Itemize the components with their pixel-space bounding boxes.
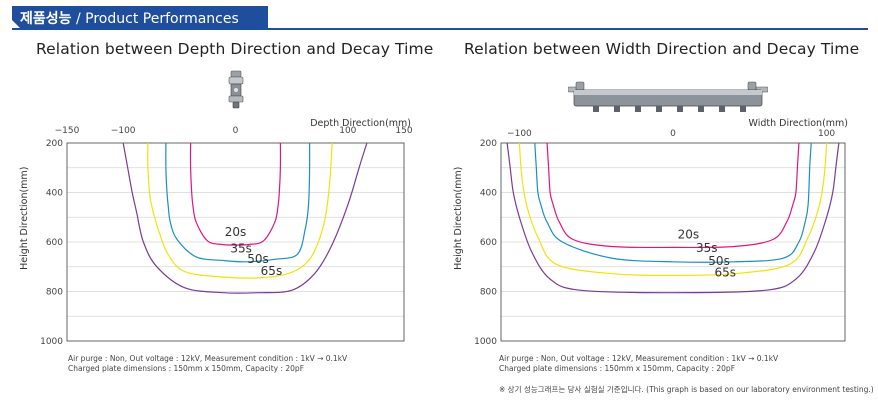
section-divider bbox=[12, 28, 868, 30]
section-title-korean: 제품성능 bbox=[20, 11, 72, 27]
depth-x-tick-label: 0 bbox=[233, 126, 239, 136]
width-y-tick-label: 200 bbox=[480, 139, 497, 149]
width-y-tick-label: 1000 bbox=[474, 337, 497, 347]
width-series-label: 65s bbox=[714, 266, 736, 280]
depth-y-axis-title: Height Direction(mm) bbox=[19, 167, 30, 270]
depth-y-tick-label: 800 bbox=[46, 288, 63, 298]
section-title-english: Product Performances bbox=[85, 11, 239, 27]
depth-x-tick-label: −150 bbox=[55, 126, 80, 136]
section-title-separator: / bbox=[71, 11, 86, 27]
footnote-line-1: Air purge : Non, Out voltage : 12kV, Mea… bbox=[68, 354, 348, 363]
width-chart-footnote: Air purge : Non, Out voltage : 12kV, Mea… bbox=[499, 354, 778, 374]
depth-y-tick-label: 200 bbox=[46, 139, 63, 149]
depth-y-tick-label: 400 bbox=[46, 189, 63, 199]
width-series-35s-line bbox=[534, 142, 812, 263]
width-chart-title: Relation between Width Direction and Dec… bbox=[464, 40, 860, 58]
depth-x-tick-label: −100 bbox=[111, 126, 136, 136]
depth-y-tick-label: 600 bbox=[46, 238, 63, 248]
width-y-tick-label: 800 bbox=[480, 288, 497, 298]
depth-series-20s-line bbox=[189, 142, 282, 246]
depth-series-65s-line bbox=[122, 142, 368, 294]
width-series-label: 35s bbox=[696, 241, 718, 255]
width-x-tick-label: 100 bbox=[818, 129, 835, 139]
width-series-65s-line bbox=[506, 142, 840, 294]
footnote-line-1: Air purge : Non, Out voltage : 12kV, Mea… bbox=[499, 354, 779, 363]
depth-x-tick-label: 150 bbox=[395, 126, 412, 136]
depth-plot-frame bbox=[66, 142, 405, 342]
lab-testing-disclaimer: ※ 상기 성능그래프는 당사 실험실 기준입니다. (This graph is… bbox=[499, 385, 874, 394]
depth-series-label: 65s bbox=[261, 264, 283, 278]
width-series-label: 20s bbox=[678, 227, 700, 241]
width-plot-frame bbox=[500, 142, 846, 342]
bar-ionizer-icon bbox=[568, 81, 768, 112]
width-series-label: 50s bbox=[708, 254, 730, 268]
depth-x-tick-label: 100 bbox=[339, 126, 356, 136]
width-x-tick-label: −100 bbox=[507, 129, 532, 139]
width-x-tick-label: 0 bbox=[670, 129, 676, 139]
nozzle-ionizer-icon bbox=[228, 70, 244, 109]
section-header-bar bbox=[12, 6, 268, 28]
depth-series-50s-line bbox=[147, 142, 333, 279]
footnote-line-2: Charged plate dimensions : 150mm x 150mm… bbox=[499, 364, 736, 373]
depth-x-axis-title: Depth Direction(mm) bbox=[310, 118, 411, 129]
depth-chart-title: Relation between Depth Direction and Dec… bbox=[36, 40, 434, 58]
depth-y-tick-label: 1000 bbox=[40, 337, 63, 347]
width-y-axis-title: Height Direction(mm) bbox=[453, 167, 464, 270]
depth-series-label: 20s bbox=[225, 225, 247, 239]
footnote-line-2: Charged plate dimensions : 150mm x 150mm… bbox=[68, 364, 305, 373]
section-title: 제품성능 / Product Performances bbox=[20, 8, 239, 28]
depth-series-35s-line bbox=[165, 142, 311, 263]
width-y-tick-label: 400 bbox=[480, 189, 497, 199]
width-y-tick-label: 600 bbox=[480, 238, 497, 248]
width-series-20s-line bbox=[546, 142, 800, 249]
depth-chart-footnote: Air purge : Non, Out voltage : 12kV, Mea… bbox=[68, 354, 347, 374]
depth-series-label: 35s bbox=[230, 241, 252, 255]
depth-series-label: 50s bbox=[247, 252, 269, 266]
width-x-axis-title: Width Direction(mm) bbox=[749, 118, 848, 129]
width-series-50s-line bbox=[518, 142, 828, 277]
